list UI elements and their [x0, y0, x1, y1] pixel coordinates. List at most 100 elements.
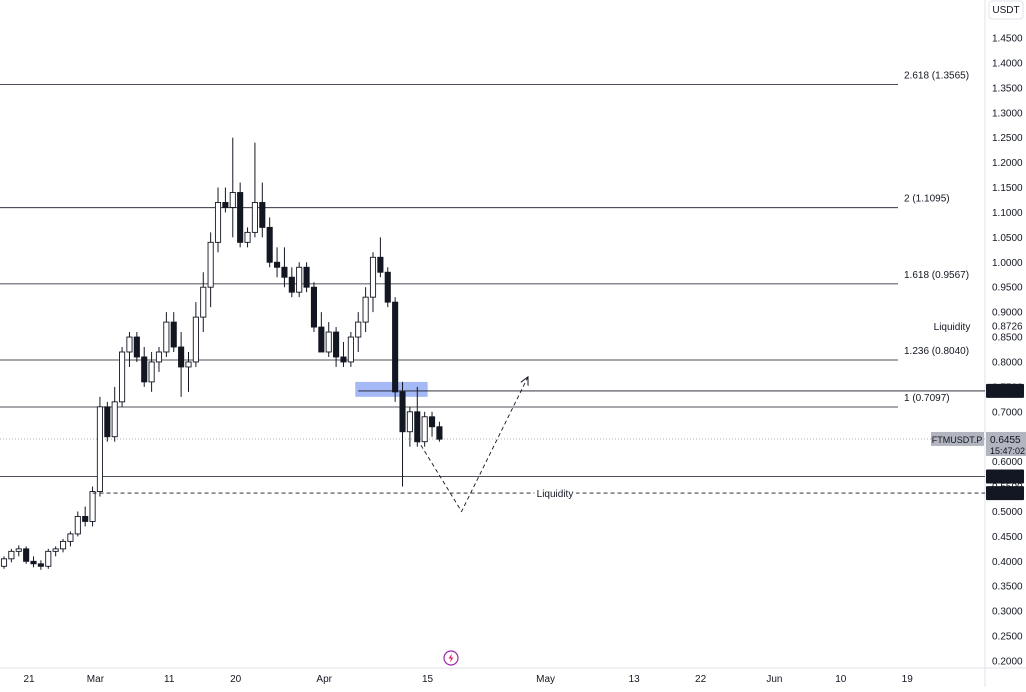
candle-body [0, 558, 8, 567]
candle-body [428, 416, 436, 428]
price-tick-label: 0.2500 [992, 632, 1023, 643]
symbol-label: FTMUSDT.P [932, 435, 983, 445]
candle-body [200, 286, 207, 318]
candle-body [104, 406, 111, 438]
price-tick-label: 1.3000 [992, 108, 1023, 119]
plot-area [0, 0, 985, 668]
time-tick-label: Apr [316, 674, 332, 685]
time-tick-label: 19 [902, 674, 914, 685]
candle-body [392, 301, 399, 393]
price-tick-label: 1.1000 [992, 208, 1023, 219]
candle-body [178, 346, 185, 368]
time-tick-label: 15 [422, 674, 434, 685]
candle-body [67, 533, 74, 542]
price-tick-label: 0.8500 [992, 333, 1023, 344]
fib-label: 1.236 (0.8040) [904, 346, 969, 357]
candle-body [436, 426, 443, 440]
price-badges-layer: 0.7419 0.5702 0.5369 [986, 383, 1024, 501]
price-tick-label: 0.9000 [992, 308, 1023, 319]
fib-label: 2 (1.1095) [904, 194, 950, 205]
candle-body [45, 550, 52, 567]
candle-body [369, 256, 377, 298]
candle-body [266, 226, 273, 263]
price-tick-label: 0.3500 [992, 582, 1023, 593]
lightning-icon[interactable] [443, 650, 459, 666]
time-axis[interactable]: 21 Mar 11 20 Apr 15 May 13 22 Jun 10 19 [23, 674, 913, 685]
candle-body [347, 336, 354, 363]
candle-body [214, 202, 222, 243]
candle-body [251, 202, 258, 233]
candle-body [163, 321, 170, 353]
time-tick-label: Mar [87, 674, 105, 685]
candle-body [303, 266, 310, 288]
liquidity-ghost-label: Liquidity [934, 322, 971, 333]
time-tick-label: 11 [164, 674, 175, 685]
candle-body [133, 336, 140, 358]
candle-body [310, 286, 318, 328]
candle-body [89, 491, 96, 522]
candle-body [333, 331, 340, 358]
candle-body [126, 336, 133, 353]
price-tick-label: 0.5000 [992, 507, 1023, 518]
last-price-tag: FTMUSDT.P 0.6455 15:47:02 [931, 431, 1026, 456]
fib-label: 1 (0.7097) [904, 393, 950, 404]
projection-path [416, 377, 528, 513]
price-tick-label: 1.4000 [992, 58, 1023, 69]
candle-body [237, 192, 244, 243]
price-tick-label: 1.0000 [992, 258, 1023, 269]
supply-zone [355, 381, 428, 397]
candle-body [23, 548, 30, 562]
price-tick-label: 1.2500 [992, 133, 1023, 144]
liquidity-label: Liquidity [537, 489, 574, 500]
candle-body [244, 231, 251, 243]
currency-label: USDT [992, 5, 1019, 16]
candle-body [318, 326, 325, 353]
candle-body [325, 331, 332, 353]
time-tick-label: 22 [695, 674, 707, 685]
currency-label-box[interactable]: USDT [988, 0, 1024, 20]
price-badge-label: 0.5369 [990, 489, 1021, 500]
candle-body [74, 516, 81, 535]
candle-body [340, 356, 347, 363]
price-tick-label: 1.2000 [992, 158, 1023, 169]
price-tick-label: 0.7000 [992, 407, 1023, 418]
price-badge [986, 486, 1024, 501]
price-tick-label: 0.9500 [992, 283, 1023, 294]
candle-body [207, 241, 214, 288]
time-tick-label: Jun [766, 674, 782, 685]
price-badge-label: 0.7419 [990, 387, 1021, 398]
fib-levels-layer: 2.618 (1.3565) 2 (1.1095) 1.618 (0.9567) 1.… [0, 71, 985, 477]
candle-body [296, 266, 303, 293]
price-badge [986, 383, 1024, 398]
candle-body [384, 271, 391, 303]
price-tick-label: 1.1500 [992, 183, 1023, 194]
fib-label: 2.618 (1.3565) [904, 71, 969, 82]
price-tick-label: 0.8000 [992, 357, 1023, 368]
candle-body [155, 351, 163, 363]
candle-body [362, 296, 369, 323]
last-price-label: 0.6455 [990, 435, 1021, 446]
price-badge-label: 0.5702 [990, 472, 1021, 483]
supply-zone-layer [355, 381, 428, 397]
projection-layer [416, 377, 528, 513]
candle-body [192, 316, 199, 363]
candle-body [406, 411, 413, 433]
liquidity-layer: Liquidity Liquidity [92, 322, 985, 503]
candles-layer [0, 137, 443, 570]
candle-body [119, 351, 126, 403]
candle-body [377, 256, 384, 273]
candle-body [414, 411, 421, 443]
price-tick-label: 0.3000 [992, 607, 1023, 618]
price-tick-label: 0.2000 [992, 657, 1023, 668]
time-tick-label: 10 [835, 674, 847, 685]
time-tick-label: 13 [629, 674, 641, 685]
candle-body [355, 321, 362, 338]
candle-body [8, 550, 15, 560]
candle-body [82, 516, 89, 522]
candle-body [259, 202, 266, 228]
candle-body [281, 266, 288, 278]
price-axis[interactable]: 1.4500 1.4000 1.3500 1.3000 1.2500 1.2000 1.15… [992, 34, 1023, 668]
candle-body [170, 321, 177, 348]
